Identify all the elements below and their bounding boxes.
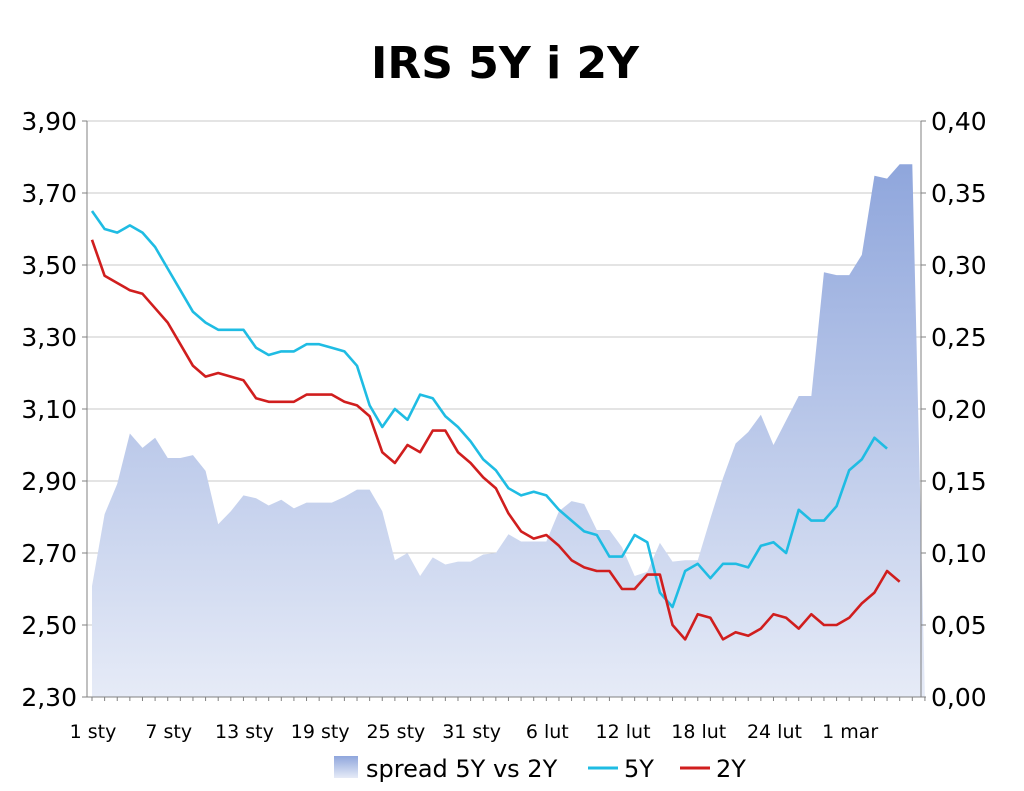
- x-tick-label-7: 12 lut: [596, 721, 651, 743]
- chart-title: IRS 5Y i 2Y: [371, 38, 640, 89]
- right-tick-label-1: 0,05: [931, 611, 987, 640]
- left-tick-label-1: 2,50: [21, 611, 77, 640]
- legend-label-5y: 5Y: [624, 755, 654, 783]
- left-tick-label-4: 3,10: [21, 395, 77, 424]
- x-tick-label-9: 24 lut: [747, 721, 802, 743]
- legend-swatch-spread: [334, 756, 358, 778]
- left-tick-label-6: 3,50: [21, 251, 77, 280]
- left-tick-label-0: 2,30: [21, 683, 77, 712]
- right-tick-label-7: 0,35: [931, 179, 987, 208]
- legend-label-spread: spread 5Y vs 2Y: [366, 755, 558, 783]
- x-tick-label-4: 25 sty: [366, 721, 425, 743]
- series-spread-area: [92, 164, 925, 697]
- x-tick-label-6: 6 lut: [526, 721, 569, 743]
- left-tick-label-5: 3,30: [21, 323, 77, 352]
- legend: spread 5Y vs 2Y 5Y 2Y: [334, 755, 746, 783]
- x-tick-label-10: 1 mar: [822, 721, 878, 743]
- right-tick-label-3: 0,15: [931, 467, 987, 496]
- right-tick-label-2: 0,10: [931, 539, 987, 568]
- right-tick-label-6: 0,30: [931, 251, 987, 280]
- right-y-axis-ticks: 0,00 0,05 0,10 0,15 0,20 0,25 0,30 0,35 0,40: [921, 107, 987, 712]
- left-tick-label-2: 2,70: [21, 539, 77, 568]
- legend-label-2y: 2Y: [716, 755, 746, 783]
- lines-layer: [90, 210, 901, 641]
- left-tick-label-7: 3,70: [21, 179, 77, 208]
- right-tick-label-0: 0,00: [931, 683, 987, 712]
- x-tick-label-2: 13 sty: [215, 721, 274, 743]
- x-tick-label-8: 18 lut: [671, 721, 726, 743]
- x-tick-label-3: 19 sty: [291, 721, 350, 743]
- series-5y-line: [90, 210, 888, 609]
- x-axis-ticks: 1 sty 7 sty 13 sty 19 sty 25 sty 31 sty 6 lut 1…: [70, 697, 926, 743]
- series-2y-line: [90, 239, 901, 641]
- left-tick-label-8: 3,90: [21, 107, 77, 136]
- spread-area-layer: [92, 164, 925, 697]
- left-tick-label-3: 2,90: [21, 467, 77, 496]
- right-tick-label-4: 0,20: [931, 395, 987, 424]
- x-tick-label-5: 31 sty: [442, 721, 501, 743]
- right-tick-label-8: 0,40: [931, 107, 987, 136]
- right-tick-label-5: 0,25: [931, 323, 987, 352]
- left-y-axis-ticks: 2,30 2,50 2,70 2,90 3,10 3,30 3,50 3,70 3,90: [21, 107, 87, 712]
- x-tick-label-1: 7 sty: [145, 721, 192, 743]
- x-tick-label-0: 1 sty: [70, 721, 117, 743]
